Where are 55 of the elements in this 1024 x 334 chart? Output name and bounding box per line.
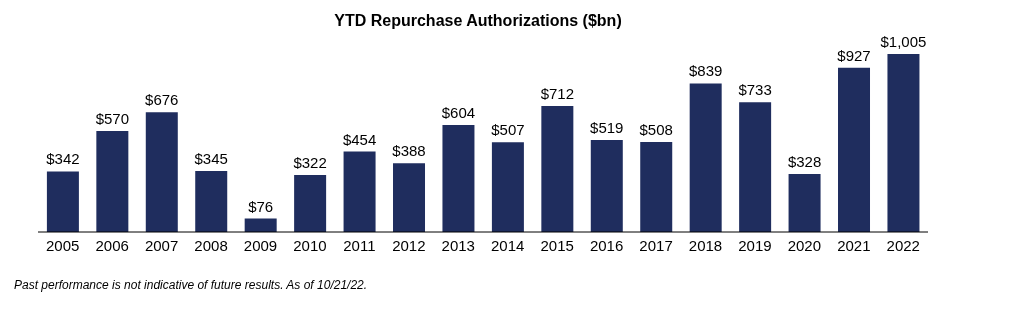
x-tick-label: 2020	[787, 236, 822, 254]
x-tick-label: 2022	[886, 236, 920, 254]
x-tick-label: 2019	[738, 236, 772, 254]
bar	[491, 142, 524, 232]
x-tick-label: 2006	[95, 236, 129, 254]
x-tick-label: 2021	[837, 236, 871, 254]
data-label: $676	[145, 91, 179, 109]
data-label: $342	[46, 150, 80, 168]
data-label: $76	[248, 197, 274, 215]
bar	[145, 112, 178, 232]
x-tick-label: 2008	[194, 236, 228, 254]
data-label: $927	[837, 46, 871, 64]
data-label: $454	[342, 130, 377, 148]
x-tick-label: 2017	[639, 236, 673, 254]
x-tick-label: 2007	[144, 236, 179, 254]
x-tick-label: 2015	[540, 236, 574, 254]
data-label: $322	[293, 153, 327, 171]
data-label: $388	[392, 142, 426, 160]
x-tick-label: 2018	[688, 236, 723, 254]
bar	[541, 105, 574, 232]
data-label: $604	[441, 104, 476, 122]
bar	[640, 142, 673, 232]
bar	[294, 174, 327, 232]
data-label: $712	[540, 84, 575, 102]
bar	[442, 125, 475, 232]
bar	[838, 67, 871, 232]
bar	[739, 102, 772, 232]
bar	[343, 151, 376, 232]
data-label: $519	[590, 119, 624, 137]
bar	[195, 170, 228, 232]
bar	[788, 173, 821, 232]
data-label: $839	[688, 62, 723, 80]
bar	[590, 140, 623, 232]
data-label: $733	[738, 81, 772, 99]
x-tick-label: 2013	[441, 236, 475, 254]
x-tick-label: 2012	[392, 236, 426, 254]
x-tick-label: 2011	[343, 236, 376, 254]
data-label: $1,005	[880, 33, 927, 50]
x-tick-label: 2016	[589, 236, 624, 254]
data-label: $508	[639, 121, 673, 139]
bar	[46, 171, 79, 232]
bar	[96, 131, 129, 232]
data-label: $507	[491, 121, 525, 139]
x-tick-label: 2009	[243, 236, 278, 254]
bar	[689, 83, 722, 232]
x-tick-label: 2014	[491, 236, 525, 254]
x-tick-label: 2010	[293, 236, 327, 254]
bar	[393, 163, 426, 232]
text: Past performance is not indicative of future results. As of 10/21/22.	[14, 278, 369, 292]
data-label: $345	[194, 149, 228, 167]
bar	[887, 54, 920, 232]
data-label: $570	[95, 110, 130, 128]
chart-title: YTD Repurchase Authorizations ($bn)	[333, 11, 623, 30]
data-label: $328	[787, 152, 822, 170]
x-tick-label: 2005	[46, 236, 80, 254]
